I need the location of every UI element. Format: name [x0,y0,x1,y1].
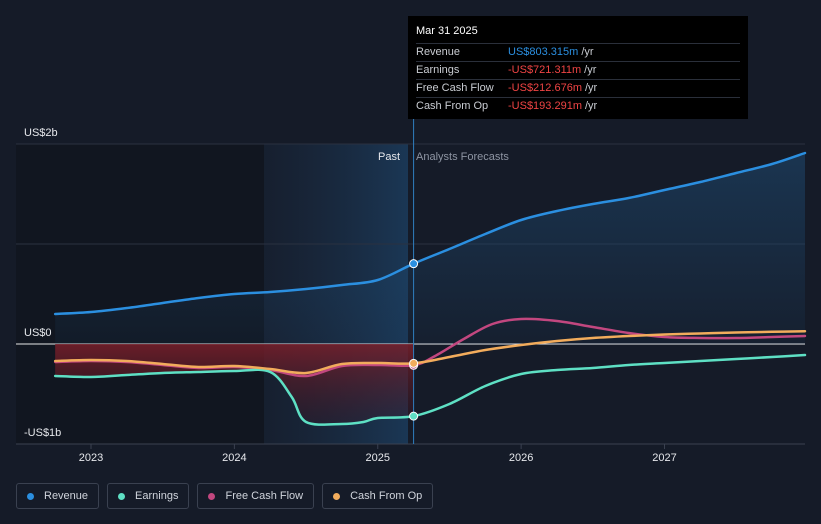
tooltip-unit: /yr [585,82,598,94]
legend: Revenue Earnings Free Cash Flow Cash Fro… [16,483,434,511]
legend-item-revenue[interactable]: Revenue [16,483,100,509]
x-tick-label: 2023 [79,452,103,464]
x-tick-label: 2025 [366,452,390,464]
tooltip-value: US$803.315m [508,46,579,58]
legend-label: Earnings [135,490,179,502]
tooltip-value: -US$721.311m [508,64,582,76]
x-tick-label: 2024 [222,452,246,464]
y-axis-labels: US$2b US$0 -US$1b [24,127,61,439]
legend-dot-icon [333,492,341,500]
series-line-revenue [53,151,807,316]
marker-earnings [409,411,419,421]
legend-dot-icon [118,492,126,500]
tooltip-row-earnings: Earnings -US$721.311m /yr [416,61,740,79]
tooltip-date: Mar 31 2025 [416,25,478,37]
tooltip-label: Cash From Op [416,100,489,112]
marker-revenue [409,259,419,269]
legend-label: Free Cash Flow [225,490,304,502]
tooltip-row-revenue: Revenue US$803.315m /yr [416,43,740,61]
legend-item-cash-from-op[interactable]: Cash From Op [322,483,434,509]
legend-label: Revenue [44,490,89,502]
legend-dot-icon [27,492,34,500]
marker-cash-from-op [409,358,419,368]
tooltip-value: -US$212.676m [508,82,582,94]
legend-item-free-cash-flow[interactable]: Free Cash Flow [197,483,315,509]
tooltip-label: Revenue [416,46,461,58]
tooltip-label: Free Cash Flow [416,82,494,94]
past-label: Past [378,151,400,163]
tooltip: Mar 31 2025 Revenue US$803.315m /yr Earn… [408,16,748,119]
y-tick-label: US$2b [24,127,58,139]
tooltip-row-cash-from-op: Cash From Op -US$193.291m /yr [416,97,740,115]
tooltip-unit: /yr [581,46,594,58]
forecast-label: Analysts Forecasts [416,151,509,163]
series-line-earnings [53,353,807,426]
legend-label: Cash From Op [350,490,423,502]
x-tick-label: 2027 [652,452,676,464]
series-line-cash-from-op [53,329,807,375]
tooltip-row-free-cash-flow: Free Cash Flow -US$212.676m /yr [416,79,740,97]
hover-markers [409,259,419,421]
tooltip-value: -US$193.291m [508,100,582,112]
legend-item-earnings[interactable]: Earnings [107,483,190,509]
tooltip-label: Earnings [416,64,460,76]
y-tick-label: -US$1b [24,427,61,439]
tooltip-unit: /yr [584,64,597,76]
legend-dot-icon [208,492,216,500]
series-lines [53,151,807,426]
tooltip-unit: /yr [585,100,598,112]
y-tick-label: US$0 [24,327,52,339]
x-tick-label: 2026 [509,452,533,464]
x-axis-labels: 2023 2024 2025 2026 2027 [79,444,677,464]
